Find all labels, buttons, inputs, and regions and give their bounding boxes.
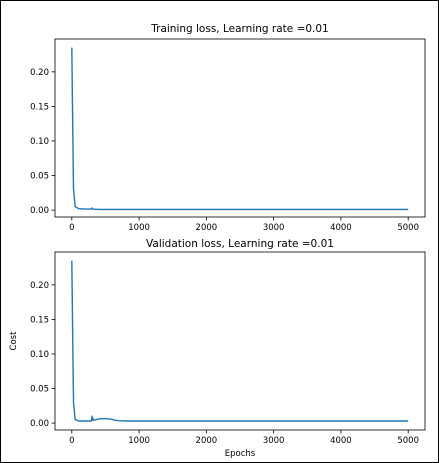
x-tick-label: 0 — [69, 223, 74, 233]
x-tick-label: 3000 — [263, 223, 285, 233]
x-axis-label: Epochs — [225, 449, 256, 459]
y-tick-label: 0.15 — [30, 102, 49, 112]
y-axis-label: Cost — [9, 331, 19, 351]
x-tick-label: 4000 — [330, 223, 352, 233]
x-tick-label: 1000 — [128, 436, 150, 446]
y-tick-label: 0.05 — [30, 385, 49, 395]
x-tick-label: 3000 — [263, 436, 285, 446]
x-tick-label: 2000 — [196, 436, 218, 446]
chart-title: Training loss, Learning rate =0.01 — [150, 23, 329, 35]
x-tick-label: 5000 — [397, 223, 419, 233]
tick-group: 0 1000 2000 3000 4000 5000 0.00 0.05 0.10 0.15 0.2… — [30, 68, 419, 233]
y-tick-label: 0.10 — [30, 350, 49, 360]
y-tick-label: 0.05 — [30, 172, 49, 182]
x-tick-label: 2000 — [196, 223, 218, 233]
x-tick-label: 1000 — [128, 223, 150, 233]
y-tick-label: 0.15 — [30, 315, 49, 325]
loss-series-line — [71, 260, 409, 422]
plot-frame — [54, 251, 426, 431]
validation-loss-chart: Validation loss, Learning rate =0.01 0 10… — [9, 238, 426, 459]
training-loss-chart: Training loss, Learning rate =0.01 0 1000… — [30, 23, 426, 233]
series-group — [71, 260, 409, 422]
x-tick-label: 0 — [69, 436, 74, 446]
y-tick-label: 0.10 — [30, 137, 49, 147]
tick-group: 0 1000 2000 3000 4000 5000 0.00 0.05 0.10 0.15 0.2… — [30, 281, 419, 446]
y-tick-label: 0.00 — [30, 206, 49, 216]
y-tick-label: 0.20 — [30, 281, 49, 291]
y-tick-label: 0.20 — [30, 68, 49, 78]
loss-series-line — [71, 47, 409, 211]
plot-frame — [54, 38, 426, 218]
x-tick-label: 4000 — [330, 436, 352, 446]
y-tick-label: 0.00 — [30, 419, 49, 429]
x-tick-label: 5000 — [397, 436, 419, 446]
chart-title: Validation loss, Learning rate =0.01 — [146, 238, 334, 250]
series-group — [71, 47, 409, 211]
